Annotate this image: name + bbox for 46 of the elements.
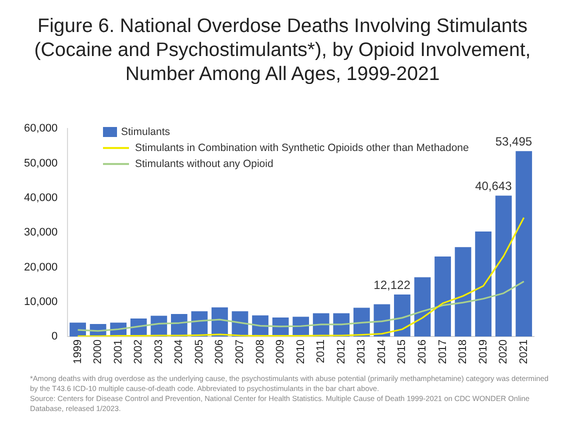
y-tick-label: 60,000 [24,122,58,135]
x-tick-label: 2015 [396,340,408,364]
x-tick-label: 2009 [274,340,287,364]
y-tick-label: 0 [52,330,58,343]
chart-title: Figure 6. National Overdose Deaths Involving Stimulants (Cocaine and Psychostimulants*), by Opioid Involvement, Number Among All Ages, 1999-2021 [33,14,532,86]
x-tick-label: 2014 [376,340,388,364]
bar [394,294,410,337]
data-label: 40,643 [475,178,512,193]
x-tick-label: 2003 [152,340,165,364]
x-tick-label: 2000 [92,340,104,364]
bar [495,196,512,337]
y-tick-label: 20,000 [24,261,58,274]
x-tick-label: 2005 [193,340,206,364]
x-tick-label: 2006 [214,340,226,364]
x-tick-label: 2001 [112,340,124,364]
x-tick-label: 2013 [356,340,368,364]
y-tick-label: 40,000 [24,192,58,204]
bar [70,322,86,337]
x-tick-label: 2017 [436,340,449,364]
y-tick-label: 50,000 [24,157,58,170]
x-tick-label: 2011 [315,340,328,364]
bar [374,304,390,337]
x-tick-label: 2016 [416,340,429,364]
x-tick-label: 2021 [518,340,530,364]
x-tick-label: 2008 [254,340,266,364]
x-tick-label: 2010 [294,340,307,364]
x-tick-label: 2012 [335,340,348,364]
legend-label: Stimulants in Combination with Synthetic Opioids other than Methadone [135,141,469,156]
bar [516,151,532,337]
x-tick-label: 2019 [477,340,490,364]
bar [454,247,472,337]
data-label: 53,495 [495,134,532,148]
legend-label: Stimulants without any Opioid [135,157,274,172]
x-tick-label: 2018 [457,340,470,364]
legend-label: Stimulants [121,125,170,140]
x-tick-label: 2020 [498,340,510,364]
y-tick-label: 10,000 [24,296,58,308]
x-tick-label: 1999 [72,340,84,364]
data-label: 12,122 [374,278,411,292]
bar [434,256,451,337]
x-tick-label: 2004 [173,340,186,364]
x-tick-label: 2002 [132,340,145,364]
y-tick-label: 30,000 [24,226,58,239]
x-tick-label: 2007 [234,340,246,364]
bar [475,232,492,337]
bar [414,277,431,337]
